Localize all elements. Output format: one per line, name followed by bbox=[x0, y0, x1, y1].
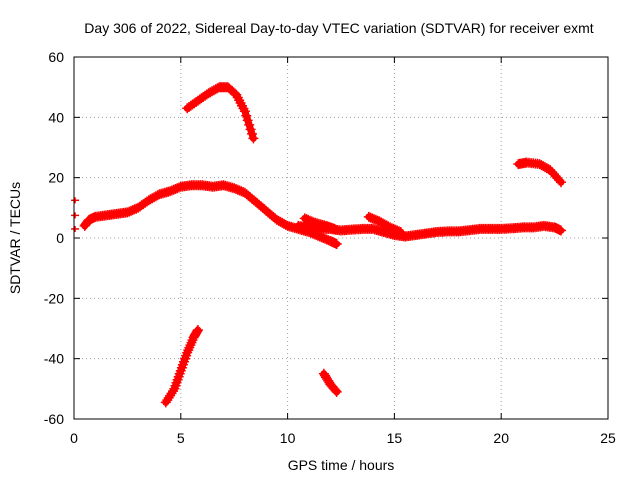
data-point bbox=[192, 325, 203, 335]
x-axis-label: GPS time / hours bbox=[288, 457, 395, 473]
data-point bbox=[331, 386, 342, 397]
series-late-trace bbox=[400, 220, 566, 242]
y-tick-label: 40 bbox=[48, 109, 64, 125]
data-point bbox=[184, 342, 195, 353]
y-tick-labels: -60 -40 -20 0 20 40 60 bbox=[44, 49, 64, 427]
x-tick-label: 5 bbox=[177, 430, 185, 446]
series-blip-near-14h bbox=[363, 211, 406, 237]
series-main-trace bbox=[79, 180, 342, 249]
y-tick-label: -60 bbox=[44, 411, 64, 427]
x-tick-label: 25 bbox=[600, 430, 616, 446]
y-tick-label: -40 bbox=[44, 351, 64, 367]
data-point bbox=[554, 175, 565, 186]
data-point bbox=[330, 385, 341, 396]
data-point bbox=[182, 347, 193, 358]
series-late-arc bbox=[513, 157, 566, 188]
data-point bbox=[395, 227, 406, 237]
data-point bbox=[185, 340, 196, 351]
series-blip-near-11h bbox=[299, 213, 340, 234]
x-tick-label: 0 bbox=[70, 430, 78, 446]
data-point bbox=[556, 225, 566, 236]
x-tick-label: 10 bbox=[280, 430, 296, 446]
data-point bbox=[183, 345, 194, 356]
series-lower-falling-segment bbox=[318, 368, 342, 397]
chart-title: Day 306 of 2022, Sidereal Day-to-day VTE… bbox=[84, 20, 593, 36]
data-point bbox=[248, 133, 259, 144]
x-tick-label: 15 bbox=[387, 430, 403, 446]
data-point bbox=[556, 177, 566, 188]
x-tick-label: 20 bbox=[493, 430, 509, 446]
x-tick-labels: 0 5 10 15 20 25 bbox=[70, 430, 616, 446]
data-point bbox=[239, 106, 250, 117]
data-point bbox=[168, 386, 178, 397]
axis-ticks bbox=[73, 56, 609, 420]
data-point bbox=[244, 119, 255, 130]
data-point bbox=[394, 226, 404, 237]
data-point bbox=[241, 110, 252, 121]
data-point bbox=[331, 239, 342, 249]
data-point bbox=[247, 128, 257, 139]
data-series bbox=[71, 82, 566, 408]
y-tick-label: 0 bbox=[56, 230, 64, 246]
data-point bbox=[245, 124, 256, 135]
y-axis-label: SDTVAR / TECUs bbox=[7, 182, 23, 294]
grid-lines bbox=[74, 57, 608, 419]
series-lower-rising-segment bbox=[160, 325, 203, 408]
y-tick-label: -20 bbox=[44, 290, 64, 306]
data-point bbox=[329, 223, 340, 234]
y-tick-label: 20 bbox=[48, 170, 64, 186]
series-upper-arc bbox=[182, 82, 259, 144]
data-point bbox=[186, 337, 197, 348]
data-point bbox=[242, 115, 253, 126]
series-isolated-ticks bbox=[71, 197, 80, 232]
y-tick-label: 60 bbox=[48, 49, 64, 65]
